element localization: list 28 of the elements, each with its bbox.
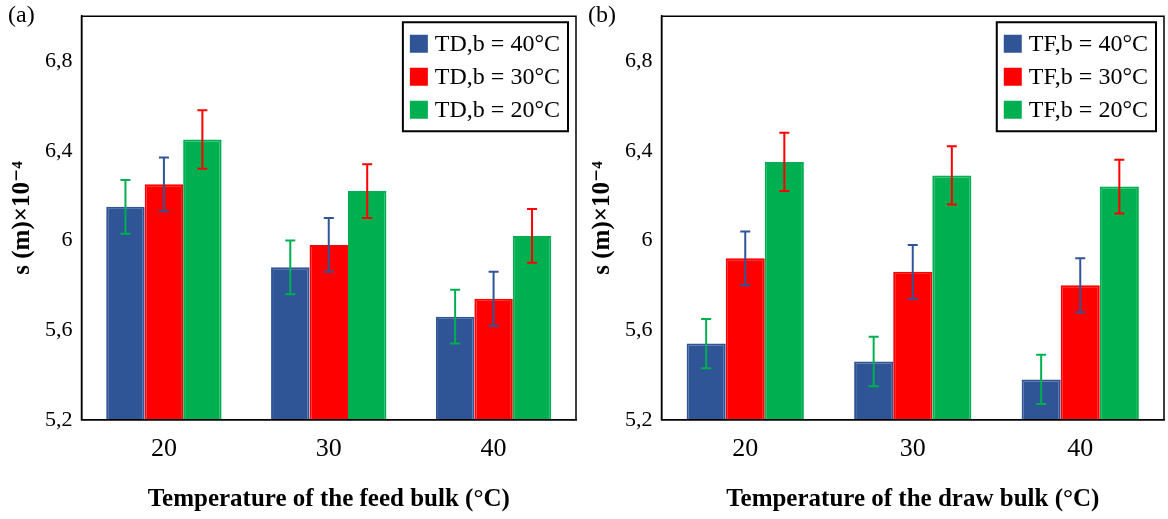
- chart-title: (a): [8, 1, 35, 28]
- y-axis-title: s (m)×10⁻⁴: [587, 160, 616, 275]
- legend-label: TD,b = 20°C: [434, 96, 561, 122]
- legend-label: TD,b = 30°C: [434, 63, 561, 89]
- y-tick-label: 6,8: [45, 46, 73, 72]
- x-axis-title: Temperature of the feed bulk (°C): [147, 484, 510, 513]
- x-tick-label: 20: [150, 433, 177, 463]
- y-tick-label: 5,6: [625, 315, 653, 341]
- x-tick-label: 30: [899, 433, 926, 463]
- y-tick-label: 6,4: [45, 136, 73, 162]
- x-tick-label: 20: [732, 433, 759, 463]
- y-tick-label: 5,2: [625, 405, 653, 431]
- legend-label: TF,b = 30°C: [1028, 63, 1149, 89]
- y-tick-label: 5,6: [45, 315, 73, 341]
- y-tick-label: 6,4: [625, 136, 653, 162]
- x-tick-label: 30: [315, 433, 342, 463]
- y-axis-title: s (m)×10⁻⁴: [7, 160, 36, 275]
- legend-label: TD,b = 40°C: [434, 30, 561, 56]
- chart-title: (b): [588, 1, 616, 28]
- legend-label: TF,b = 20°C: [1028, 96, 1149, 122]
- x-axis-title: Temperature of the draw bulk (°C): [726, 484, 1100, 513]
- x-tick-label: 40: [1067, 433, 1094, 463]
- legend-label: TF,b = 40°C: [1028, 30, 1149, 56]
- y-tick-label: 6,8: [625, 46, 653, 72]
- y-tick-label: 5,2: [45, 405, 73, 431]
- y-tick-label: 6: [641, 226, 653, 252]
- y-tick-label: 6: [61, 226, 73, 252]
- x-tick-label: 40: [480, 433, 507, 463]
